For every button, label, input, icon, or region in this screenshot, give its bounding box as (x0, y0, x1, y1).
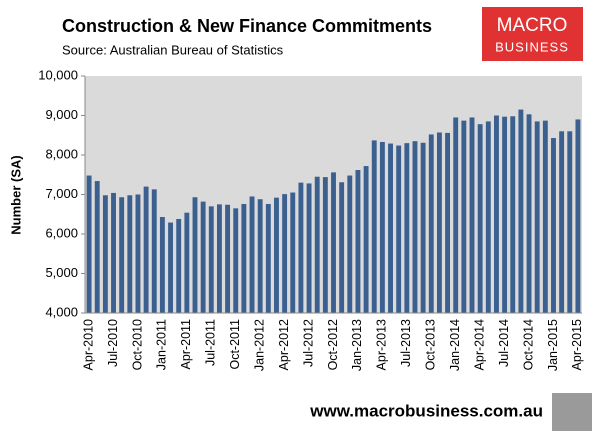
x-tick-label: Jul-2012 (301, 319, 315, 367)
x-tick-label: Jan-2014 (448, 319, 462, 371)
bar (241, 203, 247, 313)
x-tick-label: Apr-2015 (570, 319, 584, 370)
y-tick-label: 7,000 (45, 186, 78, 201)
bar (575, 119, 581, 313)
bar (420, 142, 426, 313)
x-tick-label: Apr-2011 (179, 319, 193, 370)
y-tick-label: 4,000 (45, 304, 78, 319)
bar (200, 201, 206, 313)
x-tick-label: Jul-2010 (106, 319, 120, 367)
bar (453, 117, 459, 313)
bar (526, 114, 532, 313)
bar (412, 141, 418, 313)
bar (461, 120, 467, 313)
bar (257, 199, 263, 313)
bar (331, 172, 336, 313)
bar (94, 181, 100, 313)
bar (485, 121, 491, 313)
chart-title: Construction & New Finance Commitments (62, 16, 432, 36)
x-tick-label: Oct-2013 (424, 319, 438, 370)
bar (208, 206, 214, 313)
bar (355, 170, 361, 313)
x-tick-label: Apr-2010 (81, 319, 95, 370)
bar (233, 208, 239, 313)
y-tick-label: 5,000 (45, 265, 78, 280)
chart-subtitle: Source: Australian Bureau of Statistics (62, 42, 284, 57)
bar (534, 121, 540, 313)
x-tick-label: Oct-2010 (130, 319, 144, 370)
logo-image (552, 393, 592, 431)
x-tick-label: Oct-2011 (228, 319, 242, 370)
x-tick-label: Jul-2011 (204, 319, 218, 366)
bar (371, 140, 377, 313)
bar (567, 131, 573, 313)
bar (119, 197, 125, 313)
bar (102, 195, 108, 313)
bar (510, 116, 516, 313)
bar (143, 186, 149, 313)
bar (314, 176, 320, 313)
bar (363, 166, 369, 313)
bar (404, 143, 410, 313)
logo-text: MACRO (497, 15, 568, 36)
x-tick-label: Jul-2013 (399, 319, 413, 367)
bar (225, 204, 231, 313)
bar (379, 141, 385, 313)
bar (127, 195, 133, 313)
x-tick-label: Jan-2011 (155, 319, 169, 370)
bar (477, 124, 483, 313)
bar (135, 194, 141, 313)
bar (469, 117, 475, 313)
bar (542, 120, 548, 313)
footer-url: www.macrobusiness.com.au (309, 401, 543, 420)
x-tick-label: Jul-2014 (497, 319, 511, 367)
x-tick-label: Oct-2014 (521, 319, 535, 370)
bar (168, 222, 173, 313)
bar (494, 115, 499, 313)
bar (249, 196, 255, 313)
y-axis-label: Number (SA) (8, 155, 23, 234)
bar (502, 116, 508, 313)
bar (388, 143, 393, 313)
bar (347, 175, 353, 313)
logo-box (482, 7, 583, 61)
bar (339, 182, 345, 313)
bar (192, 197, 198, 313)
bar (176, 218, 182, 313)
bar (551, 138, 556, 313)
bar (159, 217, 165, 313)
y-tick-label: 10,000 (38, 67, 78, 82)
bar (282, 194, 288, 313)
x-tick-label: Oct-2012 (326, 319, 340, 370)
x-tick-label: Apr-2012 (277, 319, 291, 370)
y-tick-label: 8,000 (45, 146, 78, 161)
logo-text: BUSINESS (495, 39, 569, 54)
bar (86, 175, 92, 313)
y-tick-label: 6,000 (45, 225, 78, 240)
x-tick-label: Apr-2014 (472, 319, 486, 370)
bar (396, 145, 402, 313)
bar (216, 204, 222, 313)
x-tick-label: Jan-2012 (252, 319, 266, 371)
bar (322, 177, 328, 313)
bar (111, 192, 116, 313)
bar (184, 212, 190, 313)
x-tick-label: Jan-2013 (350, 319, 364, 371)
bar (559, 131, 565, 313)
bar (151, 189, 157, 313)
bar (265, 203, 271, 313)
x-tick-label: Apr-2013 (375, 319, 389, 370)
x-tick-label: Jan-2015 (546, 319, 560, 371)
bar (518, 109, 524, 313)
y-tick-label: 9,000 (45, 107, 78, 122)
bar (306, 183, 312, 313)
bar (274, 197, 279, 313)
bar (445, 132, 451, 313)
bar (290, 192, 296, 313)
bar (298, 182, 304, 313)
bar (436, 132, 442, 313)
bar (428, 134, 434, 313)
